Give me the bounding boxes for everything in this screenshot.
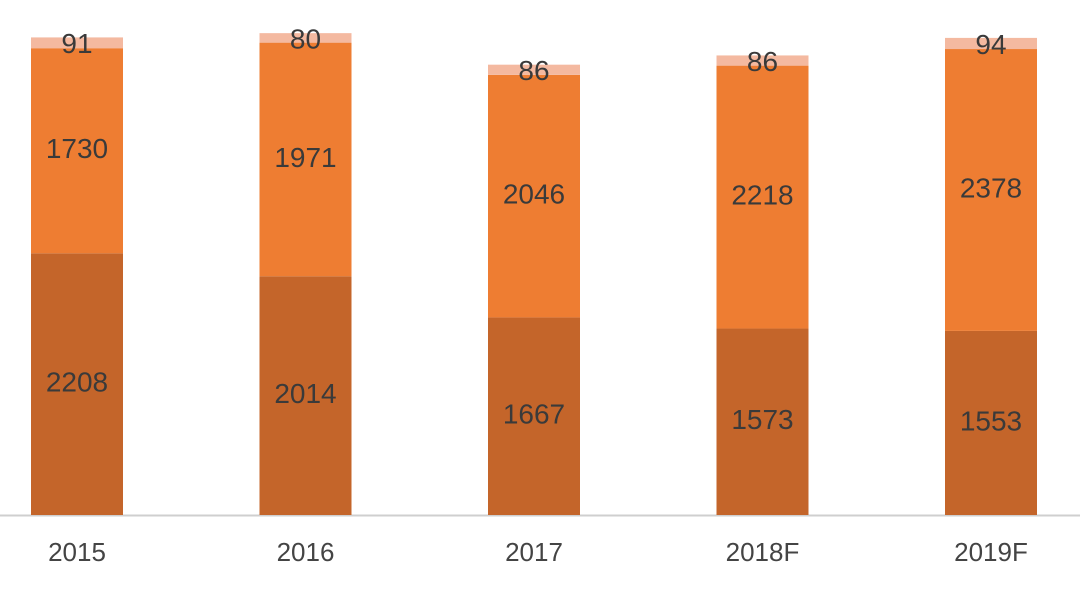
data-label: 1971	[274, 142, 336, 173]
data-label: 86	[747, 46, 778, 77]
x-tick-label: 2015	[48, 537, 106, 567]
data-label: 2218	[731, 179, 793, 210]
x-tick-label: 2017	[505, 537, 563, 567]
bar-segment	[259, 42, 352, 277]
data-label: 1573	[731, 404, 793, 435]
data-label: 2208	[46, 367, 108, 398]
x-tick-label: 2016	[277, 537, 335, 567]
bar-segment	[31, 37, 123, 49]
bar-segment	[259, 33, 352, 43]
bar-segment	[945, 37, 1037, 50]
data-label: 86	[518, 55, 549, 86]
data-label: 1553	[960, 405, 1022, 436]
bar-segment	[488, 64, 580, 75]
bar-segment	[31, 48, 123, 254]
bar-segment	[716, 55, 809, 66]
data-label: 80	[290, 23, 321, 54]
x-tick-label: 2019F	[954, 537, 1028, 567]
data-label: 2014	[274, 378, 336, 409]
data-label: 94	[975, 29, 1006, 60]
data-label: 91	[61, 28, 92, 59]
bar-segment	[31, 253, 123, 515]
data-label: 1730	[46, 133, 108, 164]
bar-segment	[716, 328, 809, 515]
bar-segment	[945, 49, 1037, 331]
bar-segment	[945, 330, 1037, 515]
x-tick-label: 2018F	[726, 537, 800, 567]
data-label: 1667	[503, 399, 565, 430]
bar-segment	[488, 74, 580, 318]
bar-segment	[716, 65, 809, 329]
bar-segment	[488, 317, 580, 515]
data-label: 2378	[960, 172, 1022, 203]
bar-segment	[259, 276, 352, 515]
data-label: 2046	[503, 179, 565, 210]
